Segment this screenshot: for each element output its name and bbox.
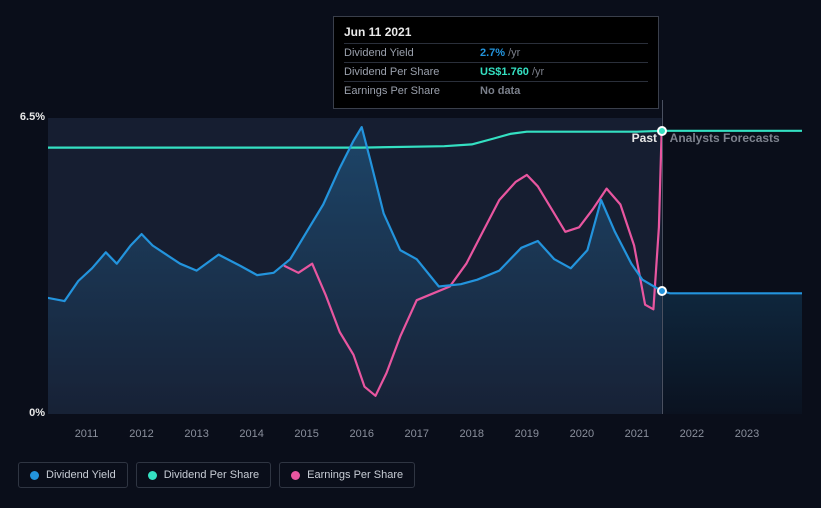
x-tick-label: 2021 (625, 428, 649, 440)
tooltip-title: Jun 11 2021 (344, 23, 648, 43)
legend-item-label: Dividend Yield (46, 469, 116, 481)
tooltip-row-value: 2.7% (480, 47, 505, 59)
x-tick-label: 2019 (515, 428, 539, 440)
legend-item-label: Earnings Per Share (307, 469, 403, 481)
past-region-overlay (48, 118, 662, 414)
tooltip-row-unit: /yr (508, 47, 520, 59)
legend-item-earnings-per-share[interactable]: Earnings Per Share (279, 462, 415, 488)
dividend-per-share-marker (657, 126, 667, 136)
tooltip-row: Earnings Per ShareNo data (344, 81, 648, 100)
x-tick-label: 2012 (129, 428, 153, 440)
x-tick-label: 2014 (239, 428, 263, 440)
tooltip-row-value: US$1.760 (480, 66, 529, 78)
past-region-label: Past (632, 131, 657, 145)
cursor-line (662, 100, 663, 414)
x-tick-label: 2020 (570, 428, 594, 440)
tooltip-row: Dividend Yield2.7%/yr (344, 43, 648, 62)
x-tick-label: 2018 (460, 428, 484, 440)
x-tick-label: 2013 (184, 428, 208, 440)
tooltip-row: Dividend Per ShareUS$1.760/yr (344, 62, 648, 81)
legend-item-dividend-per-share[interactable]: Dividend Per Share (136, 462, 271, 488)
dividend-yield-marker (657, 286, 667, 296)
x-tick-label: 2015 (294, 428, 318, 440)
legend-dot-icon (291, 471, 300, 480)
tooltip-row-label: Dividend Per Share (344, 66, 480, 78)
chart-legend: Dividend Yield Dividend Per Share Earnings… (18, 462, 415, 488)
x-tick-label: 2016 (349, 428, 373, 440)
chart-tooltip: Jun 11 2021 Dividend Yield2.7%/yrDividen… (333, 16, 659, 109)
tooltip-row-value: No data (480, 85, 520, 97)
x-tick-label: 2023 (735, 428, 759, 440)
dividend-chart: 6.5% 0% Past Analysts Forecasts 2011 2012 2… (0, 0, 821, 508)
legend-dot-icon (30, 471, 39, 480)
tooltip-row-unit: /yr (532, 66, 544, 78)
x-tick-label: 2022 (680, 428, 704, 440)
y-tick-label: 6.5% (5, 111, 45, 123)
x-tick-label: 2017 (404, 428, 428, 440)
legend-item-label: Dividend Per Share (164, 469, 259, 481)
legend-item-dividend-yield[interactable]: Dividend Yield (18, 462, 128, 488)
x-tick-label: 2011 (75, 428, 99, 440)
tooltip-row-label: Dividend Yield (344, 47, 480, 59)
forecast-region-label: Analysts Forecasts (670, 131, 780, 145)
y-tick-label: 0% (5, 407, 45, 419)
legend-dot-icon (148, 471, 157, 480)
chart-plot-area[interactable] (48, 118, 802, 414)
tooltip-row-label: Earnings Per Share (344, 85, 480, 97)
